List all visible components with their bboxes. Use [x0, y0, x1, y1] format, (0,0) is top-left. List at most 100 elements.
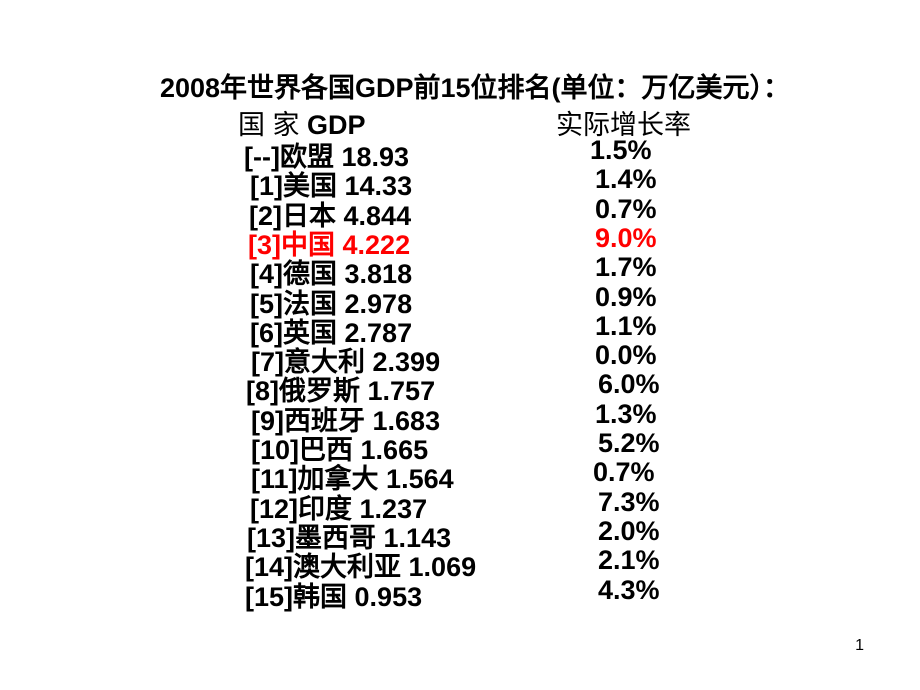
row-country: [8]俄罗斯 1.757 [246, 369, 435, 408]
row-rank: [--] [244, 142, 280, 172]
row-country: [6]英国 2.787 [250, 311, 412, 350]
row-country-name: 加拿大 [297, 464, 379, 495]
row-country-name: 美国 [283, 171, 337, 202]
row-country-name: 印度 [298, 493, 353, 524]
row-country-name: 英国 [283, 317, 337, 348]
row-country: [14]澳大利亚 1.069 [245, 545, 476, 584]
table-row: [10]巴西 1.665 5.2% [0, 428, 920, 465]
row-gdp: 4.844 [343, 200, 412, 231]
row-country-name: 意大利 [284, 347, 365, 378]
row-growth: 2.1% [598, 545, 660, 576]
table-row: [15]韩国 0.953 4.3% [0, 574, 920, 612]
row-gdp: 1.564 [386, 464, 454, 495]
row-country: [--]欧盟 18.93 [244, 135, 409, 174]
table-row: [13]墨西哥 1.143 2.0% [0, 515, 920, 553]
row-gdp: 14.33 [344, 171, 413, 202]
table-row: [6]英国 2.787 1.1% [0, 310, 920, 348]
table-row: [3]中国 4.222 9.0% [0, 222, 920, 260]
row-growth: 0.7% [595, 193, 657, 224]
table-row: [--]欧盟 18.93 1.5% [0, 135, 920, 172]
row-country-name: 西班牙 [284, 405, 365, 436]
row-rank: [14] [245, 552, 294, 583]
table-row: [11]加拿大 1.564 0.7% [0, 457, 920, 494]
row-growth: 0.7% [593, 457, 655, 488]
row-country-name: 日本 [282, 200, 336, 231]
row-country: [10]巴西 1.665 [251, 428, 428, 467]
row-country: [11]加拿大 1.564 [251, 457, 454, 496]
page-number: 1 [855, 637, 864, 654]
row-gdp: 1.069 [408, 552, 477, 583]
table-row: [14]澳大利亚 1.069 2.1% [0, 545, 920, 582]
row-rank: [9] [251, 405, 284, 436]
row-country: [7]意大利 2.399 [251, 340, 440, 379]
row-country-name: 墨西哥 [295, 522, 377, 553]
row-gdp: 1.683 [372, 405, 441, 436]
table-row: [4]德国 3.818 1.7% [0, 252, 920, 289]
row-gdp: 1.237 [359, 493, 428, 524]
row-country: [12]印度 1.237 [250, 487, 427, 526]
row-rank: [4] [250, 259, 283, 290]
row-country: [5]法国 2.978 [250, 282, 412, 321]
row-country: [3]中国 4.222 [248, 223, 410, 262]
row-gdp: 2.787 [344, 317, 413, 348]
row-growth: 1.7% [595, 252, 657, 283]
row-country: [15]韩国 0.953 [245, 575, 422, 614]
row-growth: 1.4% [595, 164, 657, 195]
row-country-name: 韩国 [293, 581, 348, 612]
table-row: [1]美国 14.33 1.4% [0, 164, 920, 201]
row-rank: [10] [251, 435, 300, 465]
row-gdp: 3.818 [344, 259, 413, 290]
row-country: [1]美国 14.33 [250, 164, 412, 203]
row-gdp: 1.665 [360, 435, 429, 465]
row-country-name: 俄罗斯 [279, 376, 360, 407]
row-growth: 2.0% [598, 515, 660, 546]
row-rank: [13] [247, 522, 296, 553]
row-gdp: 2.978 [344, 288, 413, 319]
table-row: [5]法国 2.978 0.9% [0, 281, 920, 319]
row-country-name: 澳大利亚 [293, 552, 402, 583]
slide-title: 2008年世界各国GDP前15位排名(单位：万亿美元）： [159, 73, 791, 103]
row-country-name: 欧盟 [279, 142, 334, 172]
row-growth: 4.3% [598, 574, 660, 605]
row-country: [9]西班牙 1.683 [251, 399, 440, 438]
row-gdp: 4.222 [342, 229, 411, 260]
row-growth: 1.5% [590, 135, 652, 165]
row-rank: [7] [251, 347, 284, 378]
row-rank: [6] [250, 317, 283, 348]
row-growth: 1.3% [595, 398, 657, 429]
column-header-growth: 实际增长率 [556, 110, 691, 140]
row-growth: 0.9% [595, 281, 657, 312]
row-country: [2]日本 4.844 [249, 194, 411, 233]
row-country: [13]墨西哥 1.143 [247, 516, 451, 555]
row-rank: [1] [250, 171, 283, 202]
row-gdp: 18.93 [341, 142, 410, 172]
row-gdp: 0.953 [354, 581, 423, 612]
row-rank: [3] [248, 229, 281, 260]
row-country-name: 巴西 [299, 435, 354, 465]
row-growth: 9.0% [595, 222, 657, 253]
row-country-name: 法国 [283, 288, 337, 319]
row-growth: 0.0% [595, 340, 657, 371]
row-country-name: 德国 [283, 259, 337, 290]
row-rank: [8] [246, 376, 279, 407]
row-growth: 1.1% [595, 310, 657, 341]
table-row: [9]西班牙 1.683 1.3% [0, 398, 920, 436]
row-rank: [15] [245, 581, 294, 612]
row-rank: [11] [251, 464, 298, 495]
row-growth: 7.3% [598, 486, 660, 517]
row-rank: [5] [250, 288, 283, 319]
table-row: [8]俄罗斯 1.757 6.0% [0, 369, 920, 406]
row-growth: 5.2% [598, 428, 660, 458]
table-row: [2]日本 4.844 0.7% [0, 193, 920, 231]
row-gdp: 1.143 [383, 522, 452, 553]
row-rank: [12] [250, 493, 299, 524]
gdp-label: GDP [307, 110, 366, 140]
row-growth: 6.0% [598, 369, 660, 400]
country-label: 国 家 [238, 110, 308, 140]
row-rank: [2] [249, 200, 282, 231]
row-country: [4]德国 3.818 [250, 252, 412, 291]
row-gdp: 1.757 [367, 376, 436, 407]
table-row: [7]意大利 2.399 0.0% [0, 340, 920, 377]
column-header-country: 国 家 GDP [238, 103, 366, 142]
table-row: [12]印度 1.237 7.3% [0, 486, 920, 524]
